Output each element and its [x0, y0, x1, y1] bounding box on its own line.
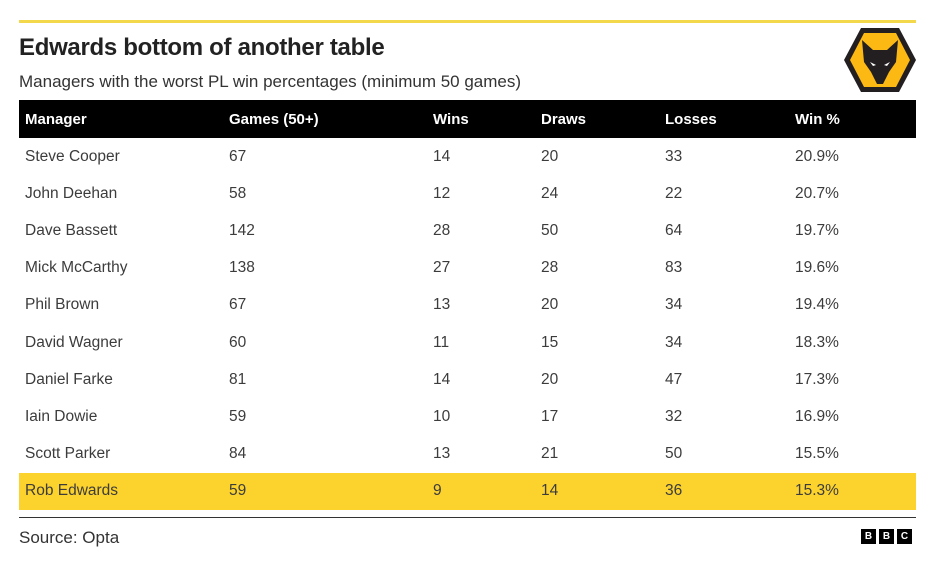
- cell-manager: Rob Edwards: [19, 472, 229, 510]
- table-header-row: Manager Games (50+) Wins Draws Losses Wi…: [19, 100, 916, 138]
- cell-draws: 15: [541, 333, 559, 351]
- bbc-letter-b1: B: [861, 529, 876, 544]
- cell-win-pct: 20.7%: [795, 184, 839, 202]
- cell-wins: 9: [433, 472, 541, 510]
- column-header-win-pct: Win %: [795, 100, 916, 138]
- cell-manager: John Deehan: [25, 184, 118, 202]
- cell-losses: 83: [665, 259, 683, 277]
- cell-games: 58: [229, 184, 247, 202]
- cell-losses: 22: [665, 184, 683, 202]
- cell-win-pct: 15.3%: [795, 472, 916, 510]
- cell-manager: Mick McCarthy: [25, 259, 128, 277]
- table-row: Daniel Farke 81 14 20 47 17.3%: [19, 361, 916, 398]
- cell-manager: Dave Bassett: [25, 221, 118, 239]
- managers-table: Manager Games (50+) Wins Draws Losses Wi…: [19, 100, 916, 510]
- table-row: Phil Brown 67 13 20 34 19.4%: [19, 287, 916, 324]
- cell-wins: 10: [433, 407, 451, 425]
- table-row: Scott Parker 84 13 21 50 15.5%: [19, 436, 916, 473]
- cell-wins: 11: [433, 333, 450, 351]
- cell-draws: 20: [541, 370, 559, 388]
- cell-win-pct: 16.9%: [795, 407, 839, 425]
- cell-draws: 14: [541, 472, 665, 510]
- table-row-highlighted: Rob Edwards 59 9 14 36 15.3%: [19, 472, 916, 510]
- cell-manager: Iain Dowie: [25, 407, 98, 425]
- chart-subtitle: Managers with the worst PL win percentag…: [19, 72, 522, 91]
- cell-draws: 20: [541, 296, 559, 314]
- cell-games: 59: [229, 472, 433, 510]
- cell-losses: 32: [665, 407, 683, 425]
- cell-games: 67: [229, 147, 247, 165]
- cell-losses: 47: [665, 370, 683, 388]
- bbc-logo-icon: B B C: [861, 529, 912, 544]
- cell-wins: 13: [433, 445, 451, 463]
- cell-win-pct: 18.3%: [795, 333, 839, 351]
- cell-win-pct: 15.5%: [795, 445, 839, 463]
- column-header-losses: Losses: [665, 100, 795, 138]
- cell-draws: 24: [541, 184, 559, 202]
- cell-draws: 28: [541, 259, 559, 277]
- cell-losses: 64: [665, 221, 683, 239]
- cell-wins: 14: [433, 370, 451, 388]
- column-header-games: Games (50+): [229, 100, 433, 138]
- cell-wins: 13: [433, 296, 451, 314]
- cell-games: 81: [229, 370, 247, 388]
- column-header-draws: Draws: [541, 100, 665, 138]
- cell-wins: 28: [433, 221, 451, 239]
- cell-manager: Steve Cooper: [25, 147, 120, 165]
- column-header-manager: Manager: [19, 100, 229, 138]
- wolves-crest-icon: [844, 28, 916, 92]
- cell-losses: 34: [665, 333, 683, 351]
- cell-draws: 21: [541, 445, 559, 463]
- cell-manager: Scott Parker: [25, 445, 111, 463]
- cell-losses: 50: [665, 445, 683, 463]
- column-header-wins: Wins: [433, 100, 541, 138]
- cell-games: 67: [229, 296, 247, 314]
- cell-games: 138: [229, 259, 255, 277]
- cell-games: 84: [229, 445, 247, 463]
- cell-losses: 33: [665, 147, 683, 165]
- cell-draws: 17: [541, 407, 559, 425]
- table-row: John Deehan 58 12 24 22 20.7%: [19, 175, 916, 212]
- cell-losses: 36: [665, 472, 795, 510]
- cell-games: 60: [229, 333, 247, 351]
- cell-wins: 12: [433, 184, 451, 202]
- cell-win-pct: 19.7%: [795, 221, 839, 239]
- cell-win-pct: 19.4%: [795, 296, 839, 314]
- table-row: Iain Dowie 59 10 17 32 16.9%: [19, 398, 916, 435]
- source-note: Source: Opta: [19, 528, 120, 547]
- cell-win-pct: 19.6%: [795, 259, 839, 277]
- chart-title: Edwards bottom of another table: [19, 34, 385, 61]
- table-row: Dave Bassett 142 28 50 64 19.7%: [19, 212, 916, 249]
- cell-manager: David Wagner: [25, 333, 123, 351]
- table-row: David Wagner 60 11 15 34 18.3%: [19, 324, 916, 361]
- cell-wins: 27: [433, 259, 451, 277]
- table-row: Mick McCarthy 138 27 28 83 19.6%: [19, 250, 916, 287]
- cell-games: 142: [229, 221, 255, 239]
- cell-games: 59: [229, 407, 247, 425]
- cell-losses: 34: [665, 296, 683, 314]
- cell-draws: 20: [541, 147, 559, 165]
- cell-manager: Phil Brown: [25, 296, 100, 314]
- cell-wins: 14: [433, 147, 451, 165]
- table-row: Steve Cooper 67 14 20 33 20.9%: [19, 138, 916, 175]
- cell-draws: 50: [541, 221, 559, 239]
- cell-win-pct: 20.9%: [795, 147, 839, 165]
- bottom-divider: [19, 517, 916, 518]
- bbc-letter-b2: B: [879, 529, 894, 544]
- cell-win-pct: 17.3%: [795, 370, 839, 388]
- top-accent-rule: [19, 20, 916, 23]
- bbc-letter-c: C: [897, 529, 912, 544]
- cell-manager: Daniel Farke: [25, 370, 113, 388]
